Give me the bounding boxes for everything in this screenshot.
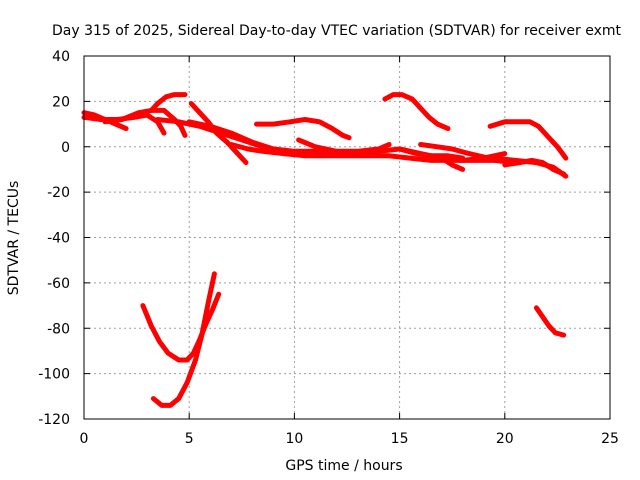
x-tick-label: 20 bbox=[496, 431, 514, 447]
y-tick-label: 0 bbox=[61, 140, 70, 156]
series-line-arc12 bbox=[397, 146, 466, 161]
series-line-arc9 bbox=[254, 117, 352, 141]
series-line-arc15 bbox=[487, 119, 569, 161]
series-line-arc14 bbox=[439, 155, 466, 172]
series-line-arc8 bbox=[228, 142, 304, 157]
y-tick-label: -120 bbox=[38, 412, 70, 428]
y-tick-label: -40 bbox=[47, 231, 70, 247]
x-tick-label: 0 bbox=[80, 431, 89, 447]
y-axis-label: SDTVAR / TECUs bbox=[6, 181, 22, 296]
series-line-arc19 bbox=[140, 291, 222, 363]
y-tick-label: -20 bbox=[47, 185, 70, 201]
series-line-arc20 bbox=[150, 271, 217, 408]
data-series bbox=[81, 92, 569, 408]
y-tick-label: -80 bbox=[47, 321, 70, 337]
x-tick-label: 15 bbox=[391, 431, 409, 447]
series-line-arc17 bbox=[491, 155, 569, 179]
x-tick-label: 10 bbox=[285, 431, 303, 447]
y-tick-label: -60 bbox=[47, 276, 70, 292]
series-line-arc10 bbox=[296, 137, 392, 154]
y-tick-label: -100 bbox=[38, 367, 70, 383]
grid-lines bbox=[84, 56, 610, 419]
y-tick-label: 20 bbox=[52, 94, 70, 110]
series-line-arc11 bbox=[382, 92, 451, 132]
axis-ticks bbox=[83, 55, 611, 420]
chart-title: Day 315 of 2025, Sidereal Day-to-day VTE… bbox=[52, 23, 622, 39]
x-tick-label: 25 bbox=[601, 431, 619, 447]
series-line-arc3 bbox=[102, 107, 188, 138]
tick-labels: 0 5 10 15 20 25 -120 -100 -80 -60 -40 -20 0 20 40 bbox=[38, 49, 619, 447]
y-tick-label: 40 bbox=[52, 49, 70, 65]
series-line-arc13 bbox=[418, 142, 508, 163]
series-line-arc7 bbox=[188, 101, 249, 166]
x-axis-label: GPS time / hours bbox=[285, 458, 402, 474]
x-tick-label: 5 bbox=[185, 431, 194, 447]
series-line-arc18 bbox=[533, 305, 567, 338]
series-line-arc4 bbox=[148, 92, 188, 113]
